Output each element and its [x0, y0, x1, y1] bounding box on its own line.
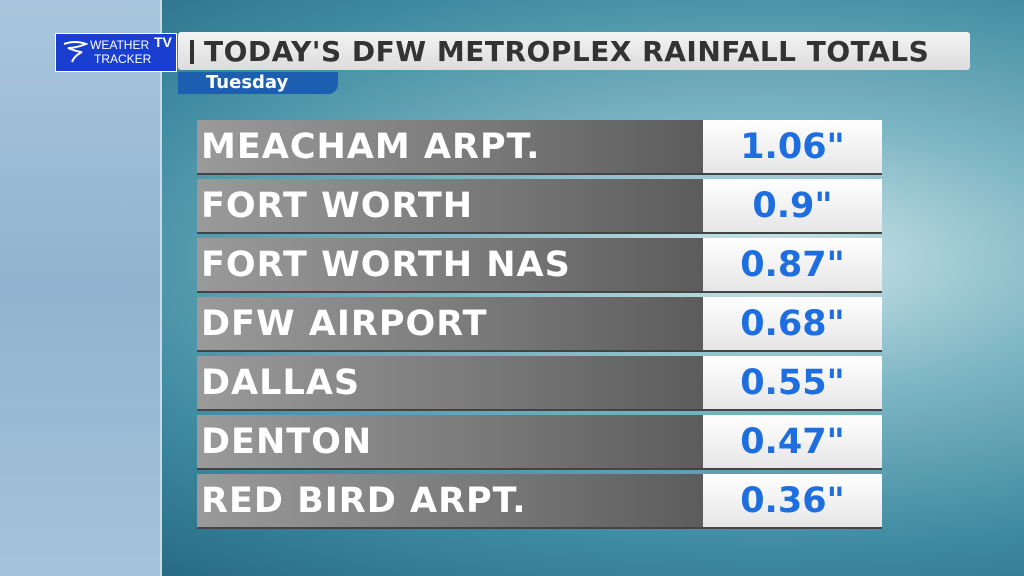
logo-icon: [63, 41, 88, 63]
location: DENTON: [197, 415, 703, 470]
location: RED BIRD ARPT.: [197, 474, 703, 529]
table-row: RED BIRD ARPT. 0.36": [197, 474, 882, 529]
table-row: FORT WORTH NAS 0.87": [197, 238, 882, 293]
rainfall: 0.36": [703, 474, 882, 529]
subtitle: Tuesday: [178, 72, 338, 94]
title-bar: TODAY'S DFW METROPLEX RAINFALL TOTALS: [178, 32, 970, 70]
rainfall: 0.87": [703, 238, 882, 293]
separator: [190, 40, 194, 64]
rainfall: 1.06": [703, 120, 882, 175]
logo-text: TRACKER: [94, 52, 152, 66]
rainfall: 0.47": [703, 415, 882, 470]
location: FORT WORTH: [197, 179, 703, 234]
rainfall: 0.55": [703, 356, 882, 411]
title: TODAY'S DFW METROPLEX RAINFALL TOTALS: [204, 35, 930, 68]
table-row: FORT WORTH 0.9": [197, 179, 882, 234]
table-row: DFW AIRPORT 0.68": [197, 297, 882, 352]
rainfall: 0.9": [703, 179, 882, 234]
logo-badge: TV: [154, 34, 172, 50]
location: DALLAS: [197, 356, 703, 411]
table-row: DENTON 0.47": [197, 415, 882, 470]
rainfall: 0.68": [703, 297, 882, 352]
logo: WEATHER TV TRACKER: [55, 33, 177, 72]
side-panel: [0, 0, 162, 576]
location: FORT WORTH NAS: [197, 238, 703, 293]
table-row: MEACHAM ARPT. 1.06": [197, 120, 882, 175]
location: MEACHAM ARPT.: [197, 120, 703, 175]
location: DFW AIRPORT: [197, 297, 703, 352]
logo-text: WEATHER: [90, 38, 150, 52]
table-row: DALLAS 0.55": [197, 356, 882, 411]
